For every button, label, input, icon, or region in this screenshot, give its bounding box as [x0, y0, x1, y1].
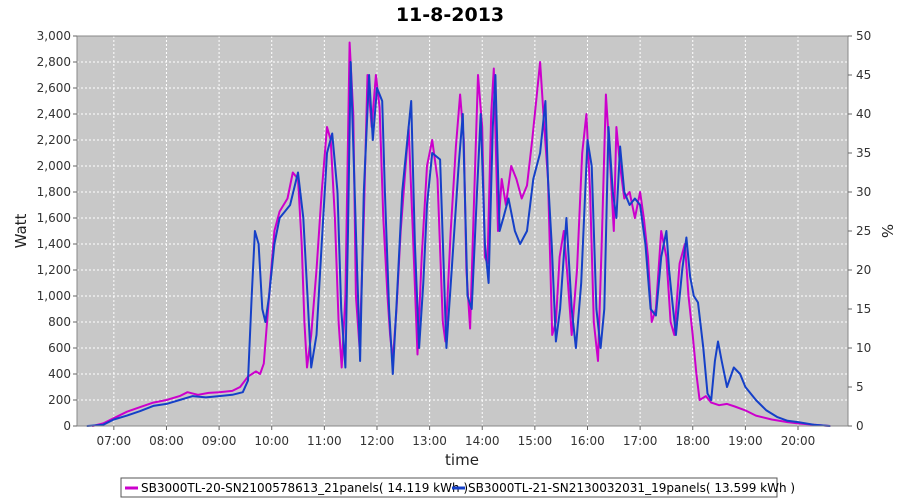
x-tick-label-1: 08:00	[149, 434, 184, 448]
y2-tick-label-6: 30	[856, 185, 871, 199]
grid-lines	[77, 36, 848, 426]
x-tick-label-8: 15:00	[518, 434, 553, 448]
y-tick-label-15: 3,000	[37, 29, 71, 43]
y2-tick-label-9: 45	[856, 68, 871, 82]
legend-box	[120, 477, 778, 498]
y-axis-label: Watt	[12, 213, 30, 248]
x-tick-label-11: 18:00	[675, 434, 710, 448]
legend: SB3000TL-20-SN2100578613_21panels( 14.11…	[120, 477, 795, 498]
x-tick-label-3: 10:00	[254, 434, 289, 448]
y2-tick-label-1: 5	[856, 380, 864, 394]
y-tick-label-13: 2,600	[37, 81, 71, 95]
y-axis-right: 0 5 10 15 20 25 30 35 40 45 50	[848, 29, 871, 433]
y2-tick-label-5: 25	[856, 224, 871, 238]
x-axis: 07:00 08:00 09:00 10:00 11:00 12:00 13:00 14:00…	[97, 426, 816, 448]
y-tick-label-1: 200	[48, 393, 71, 407]
series-line-1	[86, 61, 831, 427]
x-tick-label-9: 16:00	[570, 434, 605, 448]
legend-label-0: SB3000TL-20-SN2100578613_21panels( 14.11…	[141, 481, 468, 495]
y-tick-label-7: 1,400	[37, 237, 71, 251]
y-tick-label-6: 1,200	[37, 263, 71, 277]
legend-label-1: SB3000TL-21-SN2130032031_19panels( 13.59…	[468, 481, 795, 495]
y-tick-label-4: 800	[48, 315, 71, 329]
x-tick-label-13: 20:00	[781, 434, 816, 448]
x-tick-label-7: 14:00	[465, 434, 500, 448]
y-tick-label-9: 1,800	[37, 185, 71, 199]
y-tick-label-5: 1,000	[37, 289, 71, 303]
x-tick-label-0: 07:00	[97, 434, 132, 448]
x-tick-label-12: 19:00	[728, 434, 763, 448]
y2-axis-label: %	[878, 224, 896, 238]
chart-title: 11-8-2013	[396, 4, 504, 26]
y2-tick-label-3: 15	[856, 302, 871, 316]
x-tick-label-2: 09:00	[202, 434, 237, 448]
y2-tick-label-8: 40	[856, 107, 871, 121]
y-tick-label-12: 2,400	[37, 107, 71, 121]
y-tick-label-0: 0	[63, 419, 71, 433]
y-tick-label-11: 2,200	[37, 133, 71, 147]
y-tick-label-2: 400	[48, 367, 71, 381]
y2-tick-label-0: 0	[856, 419, 864, 433]
x-tick-label-4: 11:00	[307, 434, 342, 448]
y-tick-label-3: 600	[48, 341, 71, 355]
y-tick-label-10: 2,000	[37, 159, 71, 173]
y-axis-left: 0 200 400 600 800 1,000 1,200 1,400 1,600 1,800 2,…	[37, 29, 77, 433]
y-tick-label-14: 2,800	[37, 55, 71, 69]
x-tick-label-6: 13:00	[412, 434, 447, 448]
y-tick-label-8: 1,600	[37, 211, 71, 225]
x-tick-label-10: 17:00	[623, 434, 658, 448]
x-axis-label: time	[445, 451, 479, 469]
y2-tick-label-4: 20	[856, 263, 871, 277]
series-layer	[86, 41, 831, 427]
x-tick-label-5: 12:00	[360, 434, 395, 448]
y2-tick-label-2: 10	[856, 341, 871, 355]
y2-tick-label-7: 35	[856, 146, 871, 160]
y2-tick-label-10: 50	[856, 29, 871, 43]
plot-area	[77, 36, 848, 426]
